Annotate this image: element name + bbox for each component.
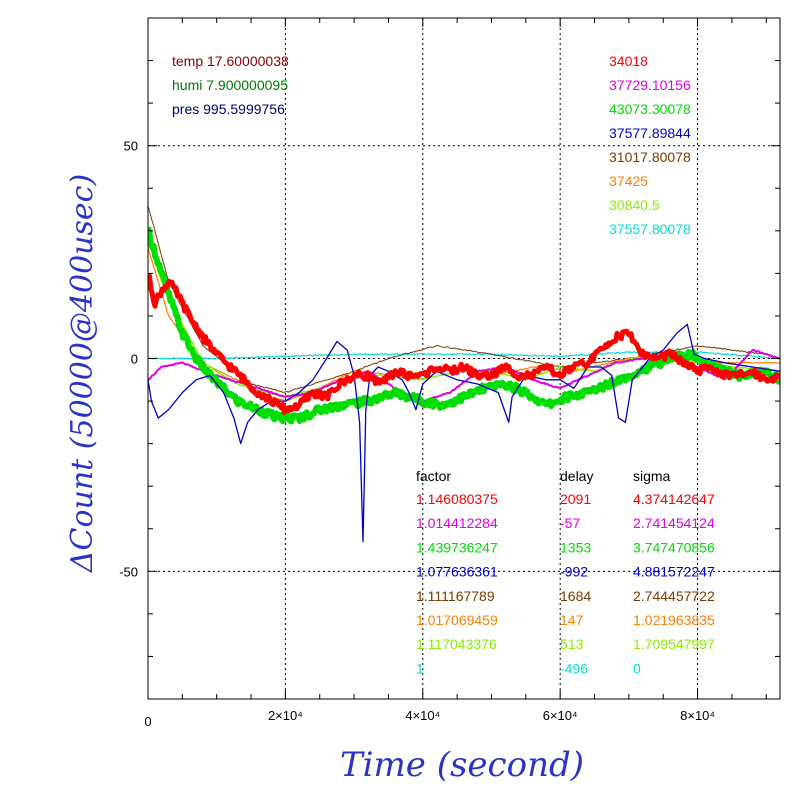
x-tick-label: 2×10⁴ bbox=[268, 708, 303, 723]
env-reading: pres 995.5999756 bbox=[172, 101, 285, 117]
x-tick-label: 8×10⁴ bbox=[680, 708, 715, 723]
y-axis-title: ΔCount (50000@400usec) bbox=[65, 174, 100, 573]
factor-value: 1.017069459 bbox=[416, 612, 498, 628]
series-layer bbox=[148, 205, 780, 543]
mean-value: 37577.89844 bbox=[609, 125, 691, 141]
mean-value: 37557.80078 bbox=[609, 221, 691, 237]
sigma-value: 4.881572247 bbox=[633, 564, 715, 580]
sigma-value: 2.741454124 bbox=[633, 515, 715, 531]
factor-value: 1.111167789 bbox=[416, 588, 495, 604]
ticks-layer bbox=[147, 17, 780, 700]
delay-value: 1353 bbox=[560, 539, 591, 555]
sigma-value: 4.374142647 bbox=[633, 491, 715, 507]
mean-value: 43073.30078 bbox=[609, 101, 691, 117]
series-line bbox=[148, 272, 780, 415]
series-line bbox=[148, 323, 780, 543]
y-tick-label: 50 bbox=[124, 139, 138, 154]
series-line bbox=[148, 205, 780, 393]
factor-value: 1.146080375 bbox=[416, 491, 498, 507]
delay-value: 147 bbox=[560, 612, 584, 628]
delay-value: -496 bbox=[560, 660, 588, 676]
delay-value: -992 bbox=[560, 564, 588, 580]
mean-value: 34018 bbox=[609, 53, 648, 69]
plot-frame bbox=[147, 17, 781, 700]
factor-value: 1 bbox=[416, 660, 424, 676]
x-tick-label: 4×10⁴ bbox=[405, 708, 440, 723]
table-header: delay bbox=[560, 468, 593, 484]
mean-value: 30840.5 bbox=[609, 197, 660, 213]
factor-value: 1.439736247 bbox=[416, 539, 498, 555]
tick-labels: 0 2×10⁴ 4×10⁴ 6×10⁴ 8×10⁴ 50 0 -50 bbox=[119, 139, 715, 729]
env-reading: humi 7.900000095 bbox=[172, 77, 288, 93]
delay-value: -57 bbox=[560, 515, 580, 531]
mean-value: 31017.80078 bbox=[609, 149, 691, 165]
x-tick-label: 0 bbox=[144, 714, 151, 729]
mean-value: 37729.10156 bbox=[609, 77, 691, 93]
delay-value: 2091 bbox=[560, 491, 591, 507]
sigma-value: 1.021963835 bbox=[633, 612, 715, 628]
sigma-value: 1.709547997 bbox=[633, 636, 715, 652]
sigma-value: 3.747470856 bbox=[633, 539, 715, 555]
x-axis-title: Time (second) bbox=[340, 745, 584, 785]
x-tick-label: 6×10⁴ bbox=[543, 708, 578, 723]
factor-value: 1.117043376 bbox=[416, 636, 497, 652]
factor-value: 1.014412284 bbox=[416, 515, 498, 531]
env-reading: temp 17.60000038 bbox=[172, 53, 289, 69]
y-tick-label: -50 bbox=[119, 564, 138, 579]
sigma-value: 2.744457722 bbox=[633, 588, 715, 604]
mean-value: 37425 bbox=[609, 173, 648, 189]
annotations: temp 17.60000038 humi 7.900000095 pres 995… bbox=[172, 53, 715, 676]
table-header: factor bbox=[416, 468, 451, 484]
sigma-value: 0 bbox=[633, 660, 641, 676]
delay-value: 513 bbox=[560, 636, 584, 652]
factor-value: 1.077636361 bbox=[416, 564, 498, 580]
delay-value: 1684 bbox=[560, 588, 591, 604]
y-tick-label: 0 bbox=[131, 352, 138, 367]
table-header: sigma bbox=[633, 468, 671, 484]
